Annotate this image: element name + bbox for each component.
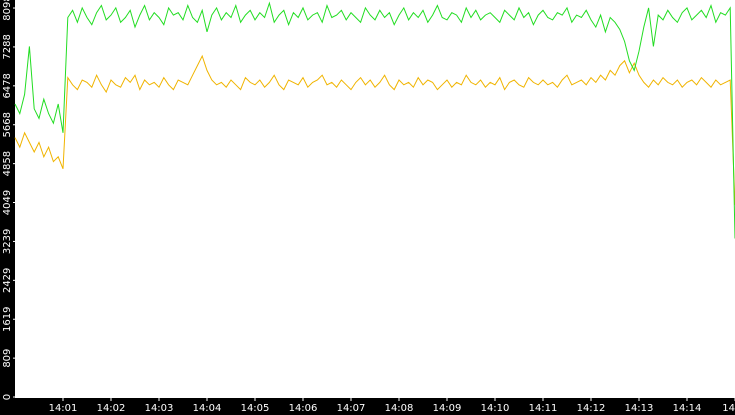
y-tick-label: 3239 bbox=[2, 229, 13, 254]
x-tick-label: 14:07 bbox=[337, 403, 366, 414]
y-tick-label: 7288 bbox=[2, 34, 13, 59]
x-tick-label: 14:11 bbox=[529, 403, 558, 414]
x-tick-label: 14:04 bbox=[193, 403, 222, 414]
x-tick-label: 14:02 bbox=[97, 403, 126, 414]
x-tick-label: 14 bbox=[722, 403, 735, 414]
y-tick-label: 4858 bbox=[2, 151, 13, 176]
y-axis-strip bbox=[0, 0, 15, 415]
x-tick-label: 14:01 bbox=[49, 403, 78, 414]
y-tick-label: 8098 bbox=[2, 0, 13, 21]
x-tick-label: 14:03 bbox=[145, 403, 174, 414]
x-tick-label: 14:09 bbox=[433, 403, 462, 414]
x-axis-strip bbox=[0, 398, 735, 415]
x-tick-label: 14:08 bbox=[385, 403, 414, 414]
x-tick-label: 14:12 bbox=[577, 403, 606, 414]
x-tick-label: 14:14 bbox=[673, 403, 702, 414]
y-tick-label: 6478 bbox=[2, 73, 13, 98]
x-tick-label: 14:05 bbox=[241, 403, 270, 414]
series-line bbox=[14, 1, 735, 239]
x-tick-label: 14:10 bbox=[481, 403, 510, 414]
y-tick-label: 0 bbox=[2, 394, 13, 400]
y-tick-label: 809 bbox=[2, 349, 13, 368]
x-tick-label: 14:13 bbox=[625, 403, 654, 414]
y-tick-label: 5668 bbox=[2, 112, 13, 137]
x-tick-label: 14:06 bbox=[289, 403, 318, 414]
y-tick-label: 1619 bbox=[2, 307, 13, 332]
y-tick-label: 4049 bbox=[2, 190, 13, 215]
y-tick-label: 2429 bbox=[2, 268, 13, 293]
series-line bbox=[14, 54, 735, 205]
